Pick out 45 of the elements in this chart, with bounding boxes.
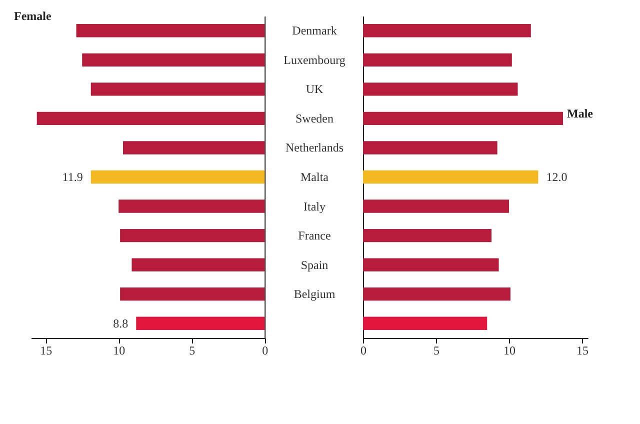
bar [136, 316, 265, 330]
bar [90, 170, 265, 184]
y-tick-label: Netherlands [286, 140, 344, 155]
y-tick-label: Malta [300, 170, 330, 184]
bar [363, 228, 492, 242]
bar [363, 53, 512, 66]
bar [363, 112, 564, 126]
bar [122, 141, 265, 154]
bar [363, 316, 488, 330]
bar [363, 141, 498, 154]
x-tick-label: 5 [434, 344, 440, 358]
bar [363, 24, 531, 38]
bar [76, 24, 265, 38]
bar [90, 82, 265, 96]
data-label: 8.8 [113, 316, 128, 330]
series-label: Male [567, 106, 594, 120]
bar [120, 288, 265, 301]
x-tick-label: 10 [113, 344, 126, 358]
x-tick-label: 5 [189, 344, 196, 358]
x-tick-label: 0 [360, 344, 366, 358]
y-tick-label: Luxembourg [284, 52, 346, 67]
bar [363, 82, 518, 96]
y-tick-label: Spain [300, 258, 328, 272]
bar [363, 258, 499, 272]
y-tick-label: Denmark [292, 24, 337, 38]
bar [363, 288, 510, 301]
bar [120, 228, 265, 242]
bar [363, 170, 538, 184]
bar [363, 200, 509, 213]
data-label: 11.9 [62, 170, 83, 184]
x-tick-label: 15 [40, 344, 52, 358]
y-tick-label: Sweden [296, 111, 334, 126]
y-tick-label: UK [306, 82, 324, 96]
y-tick-label: Belgium [294, 287, 336, 302]
data-label: 12.0 [546, 170, 568, 184]
text: Female [14, 9, 52, 23]
x-tick-label: 15 [576, 344, 588, 358]
bar [36, 112, 265, 126]
y-tick-label: France [298, 228, 331, 243]
x-tick-label: 0 [262, 344, 268, 358]
bar [82, 53, 265, 66]
bar [118, 200, 265, 213]
y-tick-label: Italy [304, 199, 326, 214]
x-tick-label: 10 [504, 344, 516, 358]
bar [132, 258, 265, 272]
